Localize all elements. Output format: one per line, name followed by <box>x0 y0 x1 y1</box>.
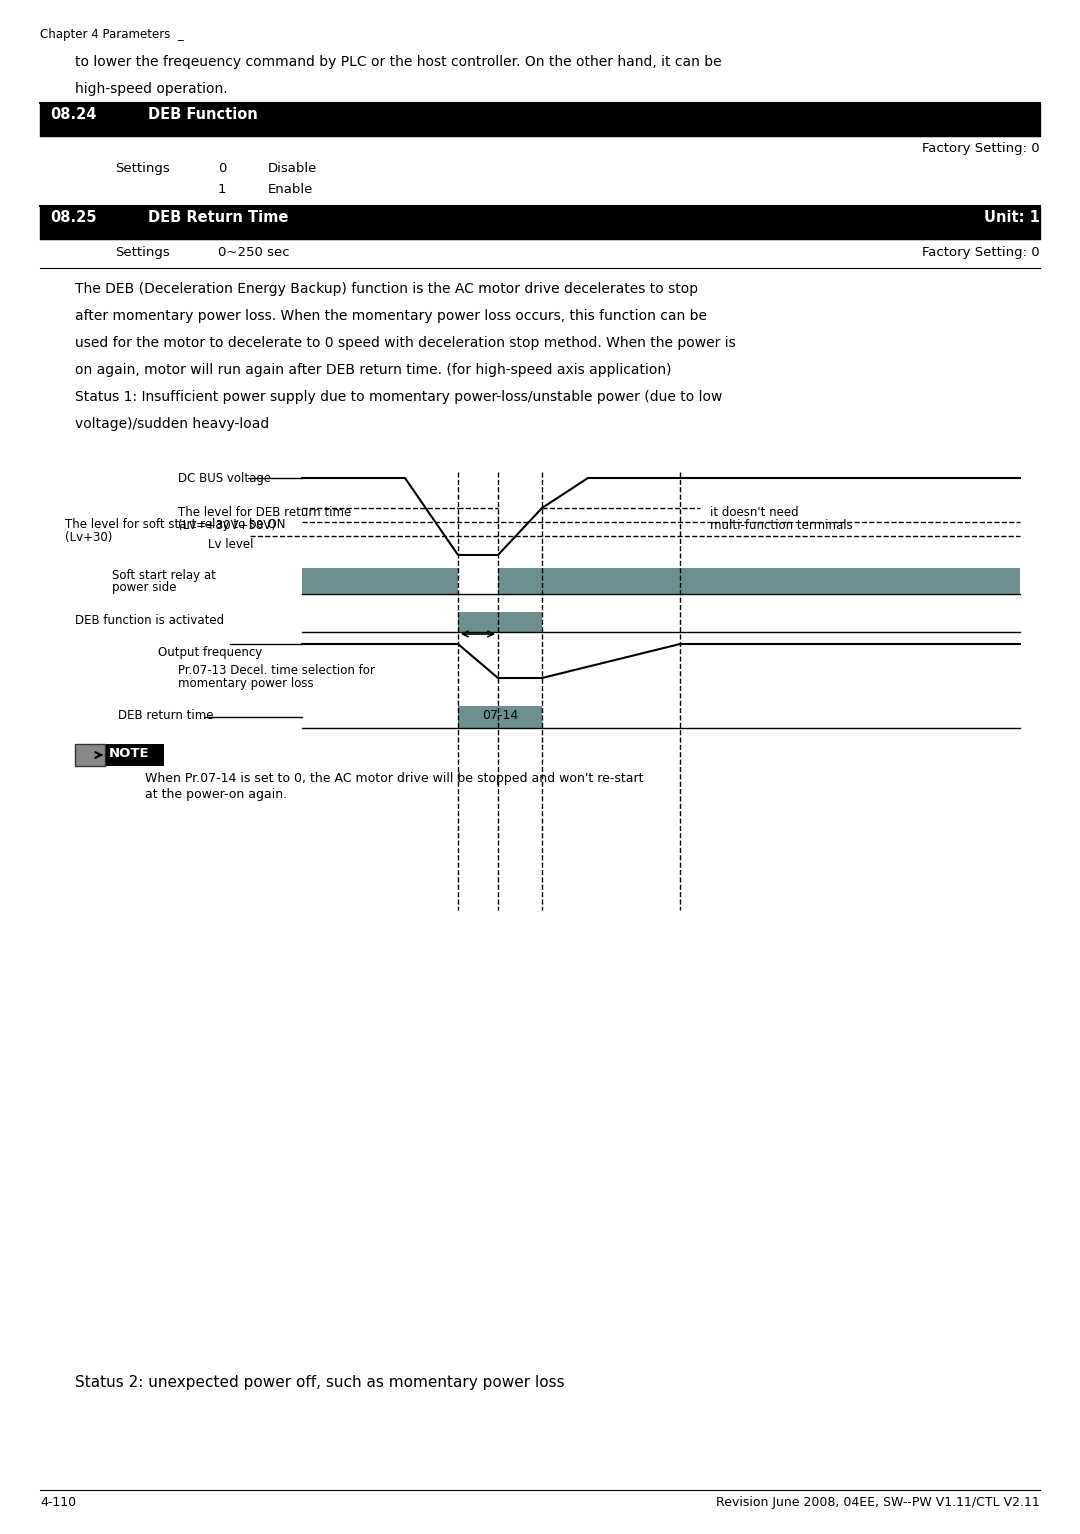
Text: The level for soft start relay to be ON: The level for soft start relay to be ON <box>65 518 285 531</box>
Text: 07-14: 07-14 <box>482 709 518 723</box>
Text: 0: 0 <box>218 163 227 175</box>
Text: The level for DEB return time: The level for DEB return time <box>178 506 351 518</box>
Text: Settings: Settings <box>114 163 170 175</box>
Text: The DEB (Deceleration Energy Backup) function is the AC motor drive decelerates : The DEB (Deceleration Energy Backup) fun… <box>75 282 698 296</box>
Text: power side: power side <box>112 581 176 594</box>
Text: on again, motor will run again after DEB return time. (for high-speed axis appli: on again, motor will run again after DEB… <box>75 364 672 377</box>
Text: to lower the freqeuency command by PLC or the host controller. On the other hand: to lower the freqeuency command by PLC o… <box>75 55 721 69</box>
Text: NOTE: NOTE <box>109 747 150 759</box>
Text: Enable: Enable <box>268 183 313 196</box>
Text: Factory Setting: 0: Factory Setting: 0 <box>922 245 1040 259</box>
Text: at the power-on again.: at the power-on again. <box>145 788 287 801</box>
Text: DEB Return Time: DEB Return Time <box>148 210 288 225</box>
Text: Revision June 2008, 04EE, SW--PW V1.11/CTL V2.11: Revision June 2008, 04EE, SW--PW V1.11/C… <box>716 1496 1040 1509</box>
Text: 1: 1 <box>218 183 227 196</box>
Text: DEB function is activated: DEB function is activated <box>75 614 225 627</box>
Text: Status 2: unexpected power off, such as momentary power loss: Status 2: unexpected power off, such as … <box>75 1374 565 1390</box>
Text: voltage)/sudden heavy-load: voltage)/sudden heavy-load <box>75 417 269 431</box>
Text: it doesn't need: it doesn't need <box>710 506 798 518</box>
Text: 4-110: 4-110 <box>40 1496 76 1509</box>
Text: (Lv+30): (Lv+30) <box>65 531 112 545</box>
Text: Status 1: Insufficient power supply due to momentary power-loss/unstable power (: Status 1: Insufficient power supply due … <box>75 390 723 403</box>
Bar <box>458 706 542 729</box>
Text: Settings: Settings <box>114 245 170 259</box>
Text: momentary power loss: momentary power loss <box>178 676 313 690</box>
Text: Lv level: Lv level <box>208 538 254 551</box>
Text: multi-function terminals: multi-function terminals <box>710 518 853 532</box>
Bar <box>40 104 1040 137</box>
Text: 08.24: 08.24 <box>50 107 96 123</box>
Text: (Lv=+30V+58V): (Lv=+30V+58V) <box>178 518 275 532</box>
Text: Disable: Disable <box>268 163 318 175</box>
Text: Pr.07-13 Decel. time selection for: Pr.07-13 Decel. time selection for <box>178 664 375 676</box>
Text: Chapter 4 Parameters  _: Chapter 4 Parameters _ <box>40 28 184 41</box>
Text: 08.25: 08.25 <box>50 210 96 225</box>
Bar <box>458 612 542 632</box>
Text: Soft start relay at: Soft start relay at <box>112 569 216 581</box>
Text: DC BUS voltage: DC BUS voltage <box>178 472 271 485</box>
Text: used for the motor to decelerate to 0 speed with deceleration stop method. When : used for the motor to decelerate to 0 sp… <box>75 336 735 350</box>
Text: Output frequency: Output frequency <box>158 646 262 660</box>
Text: When Pr.07-14 is set to 0, the AC motor drive will be stopped and won't re-start: When Pr.07-14 is set to 0, the AC motor … <box>145 772 644 785</box>
Bar <box>302 568 458 594</box>
Bar <box>75 744 105 765</box>
Bar <box>106 744 164 765</box>
Text: Unit: 1: Unit: 1 <box>984 210 1040 225</box>
Text: high-speed operation.: high-speed operation. <box>75 81 228 97</box>
Bar <box>498 568 1020 594</box>
Text: DEB Function: DEB Function <box>148 107 258 123</box>
Text: after momentary power loss. When the momentary power loss occurs, this function : after momentary power loss. When the mom… <box>75 308 707 324</box>
Text: DEB return time: DEB return time <box>118 709 214 723</box>
Text: 0~250 sec: 0~250 sec <box>218 245 289 259</box>
Text: Factory Setting: 0: Factory Setting: 0 <box>922 143 1040 155</box>
Bar <box>40 207 1040 239</box>
